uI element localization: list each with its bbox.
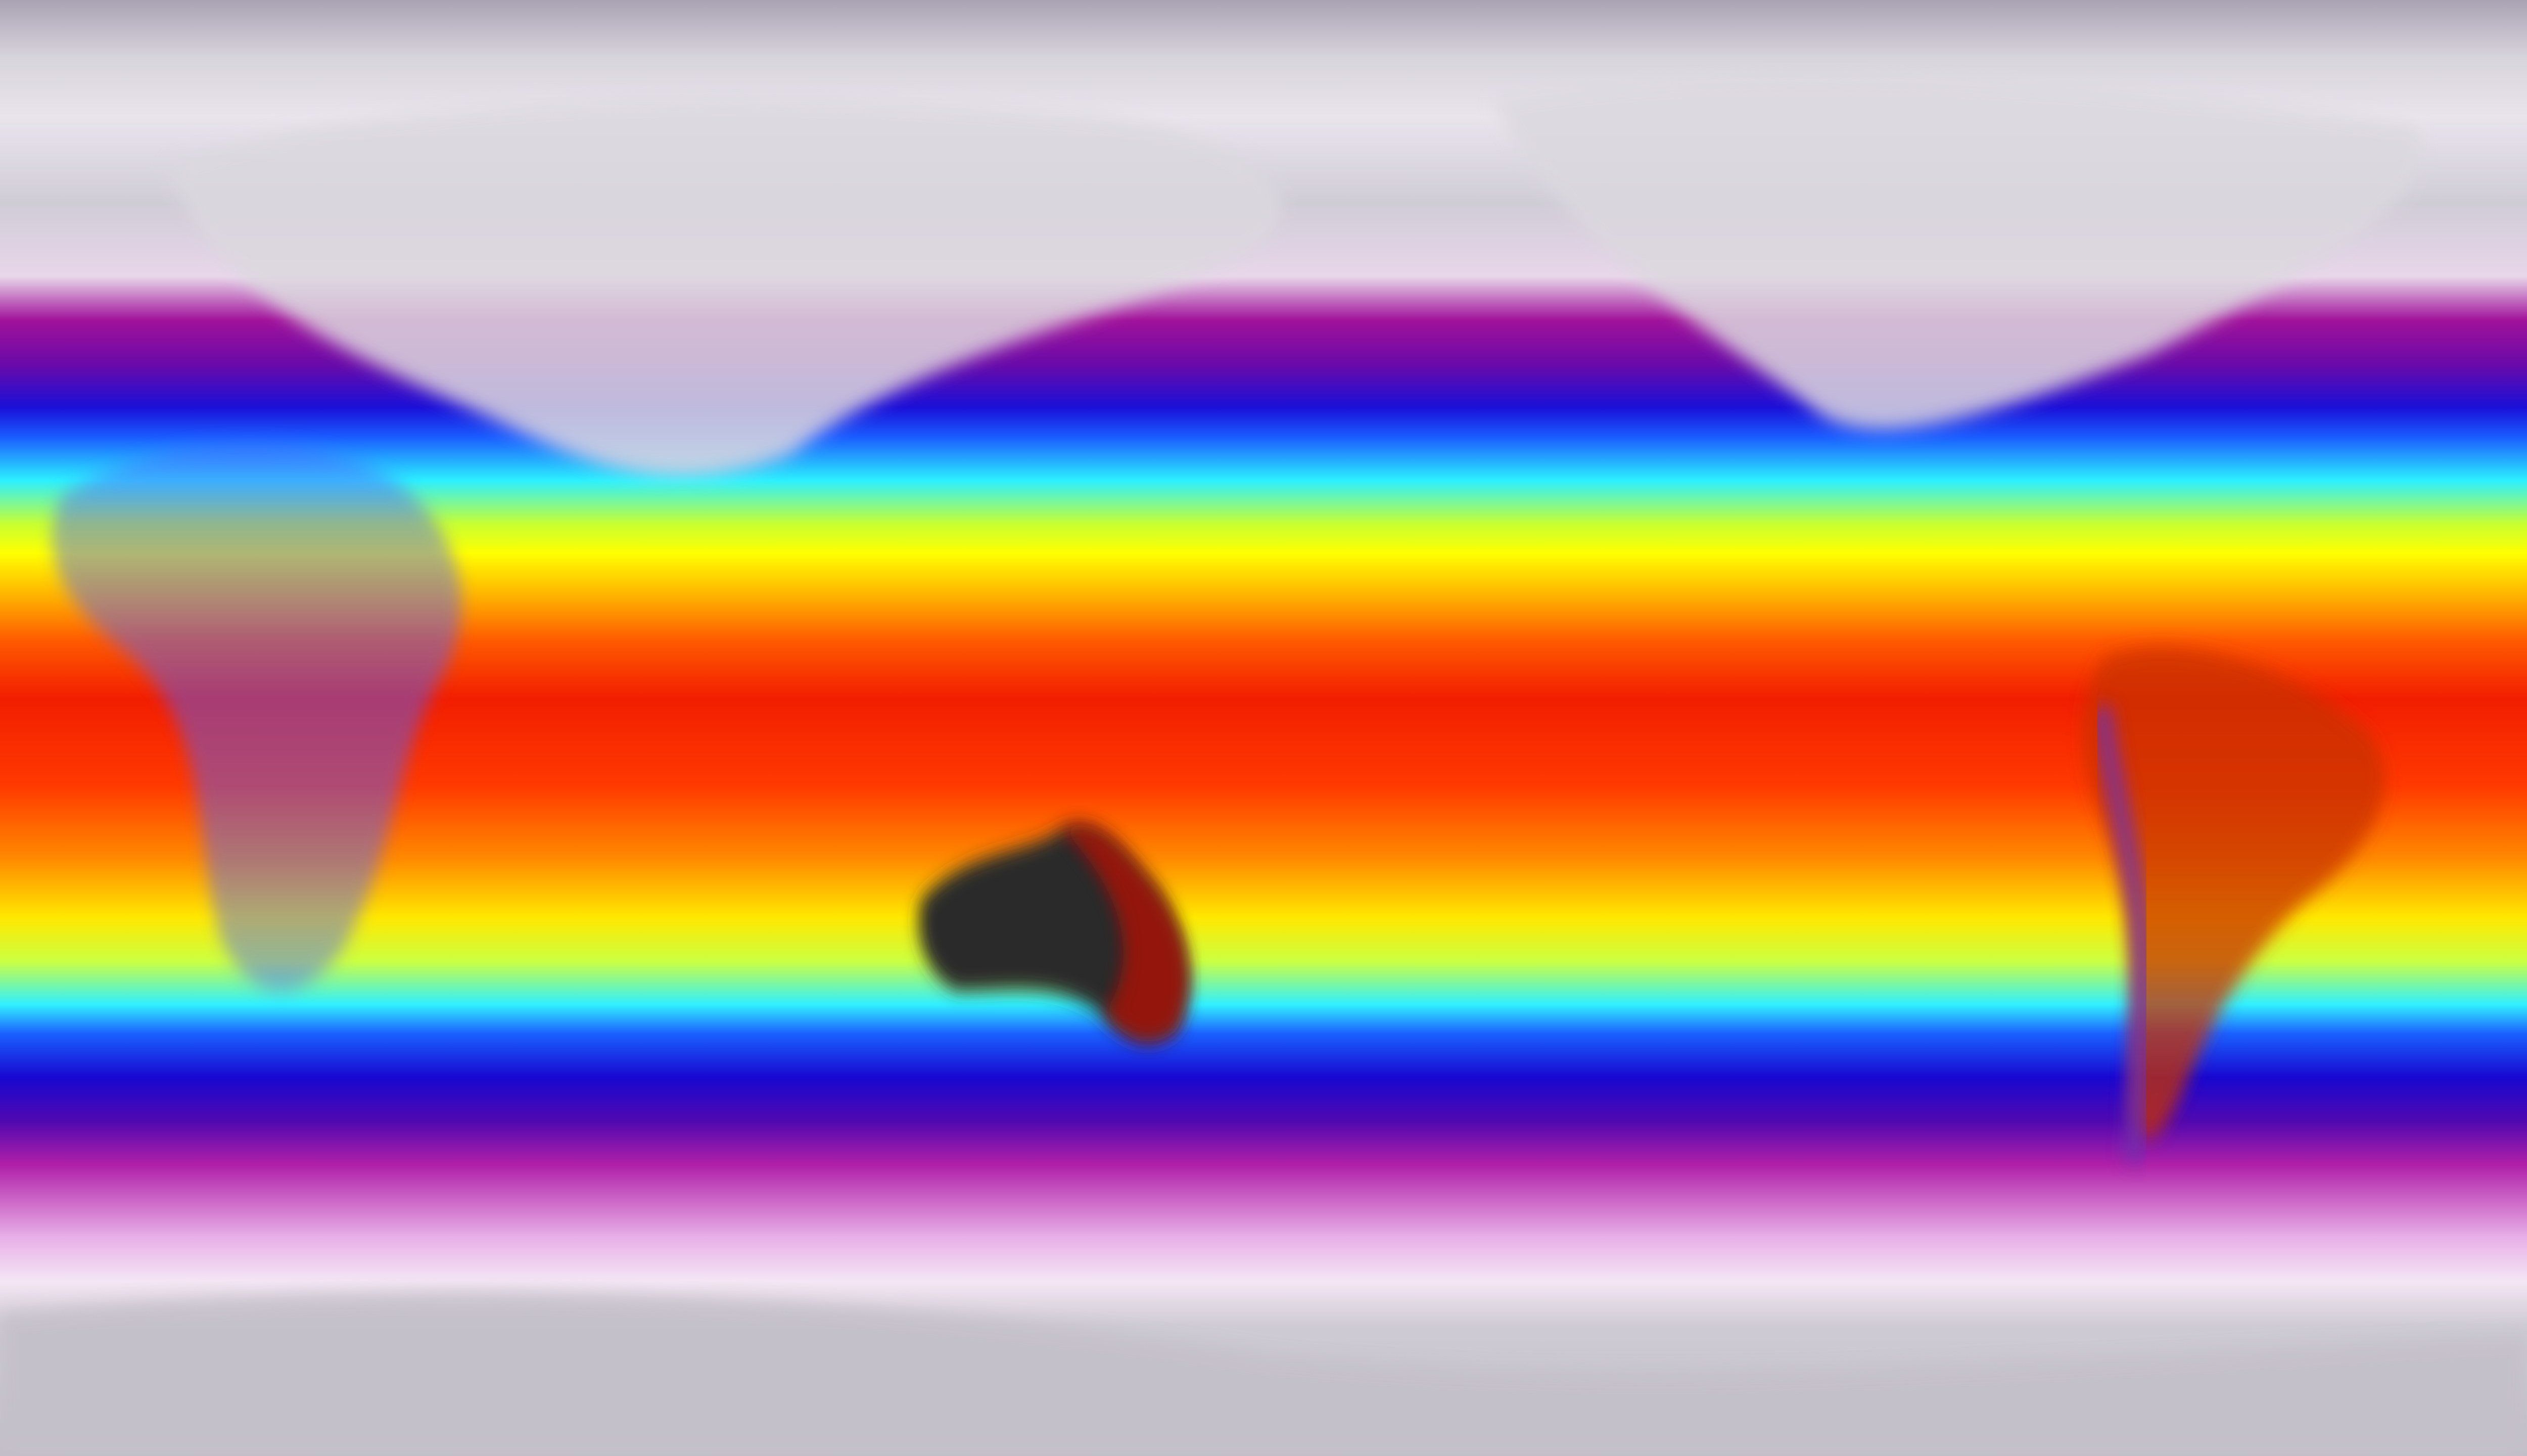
- antarctica-landmass: [0, 1293, 2527, 1456]
- eurasia-landmass: [166, 99, 1282, 476]
- africa-landmass: [52, 443, 462, 991]
- andes-ridge: [2090, 706, 2154, 1165]
- australia-edge: [1061, 825, 1189, 1042]
- south-america-landmass: [2083, 647, 2385, 1140]
- north-america-landmass: [1491, 78, 2422, 430]
